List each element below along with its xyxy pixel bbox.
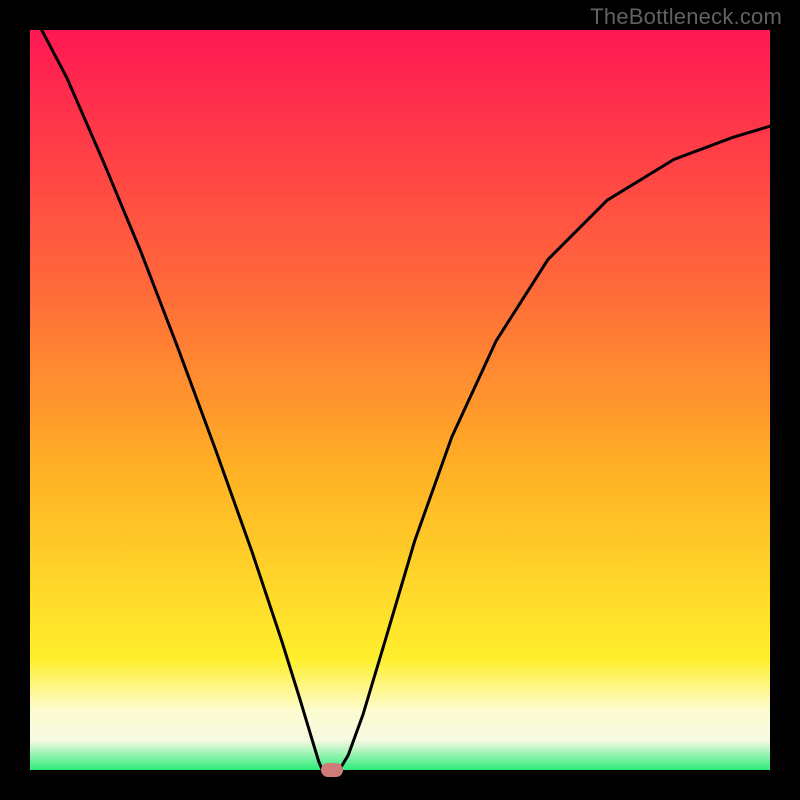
bottleneck-curve	[30, 30, 770, 770]
chart-frame: TheBottleneck.com	[0, 0, 800, 800]
minimum-marker	[321, 763, 343, 777]
watermark-text: TheBottleneck.com	[590, 4, 782, 30]
plot-area	[30, 30, 770, 770]
curve-path	[30, 30, 770, 770]
